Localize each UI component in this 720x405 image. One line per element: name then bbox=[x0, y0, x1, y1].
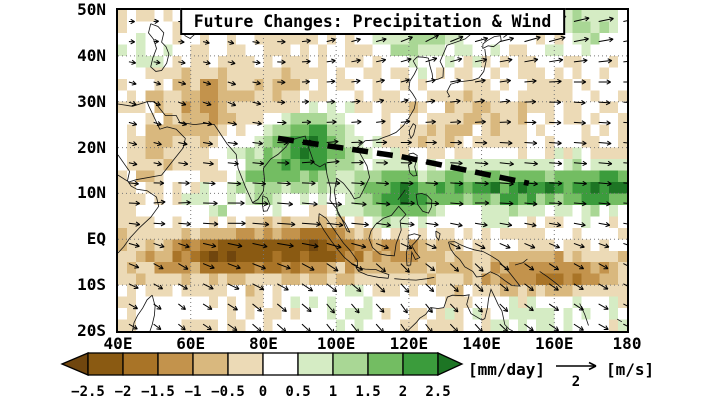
colorbar-label-5: 0 bbox=[259, 384, 267, 400]
colorbar-right-arrow bbox=[437, 352, 464, 377]
front-dashed-line-layer bbox=[277, 135, 530, 186]
colorbar-label-7: 1 bbox=[329, 384, 337, 400]
coastline-china-coast bbox=[365, 56, 429, 142]
colorbar-cell-9 bbox=[402, 352, 439, 376]
coastline-solomons bbox=[539, 271, 562, 289]
colorbar-cell-2 bbox=[157, 352, 194, 376]
coastline-arabia bbox=[118, 101, 186, 183]
colorbar-cell-3 bbox=[192, 352, 229, 376]
coastline-palawan bbox=[397, 189, 406, 201]
y-tick-20N: 20N bbox=[77, 137, 106, 157]
coastline-mindanao bbox=[415, 192, 433, 214]
colorbar-label-2: −1.5 bbox=[141, 384, 175, 400]
colorbar-cell-7 bbox=[332, 352, 369, 376]
y-tick-10N: 10N bbox=[77, 183, 106, 203]
coastline-madagascar-west bbox=[132, 294, 153, 331]
colorbar-label-8: 1.5 bbox=[355, 384, 380, 400]
y-tick-30N: 30N bbox=[77, 91, 106, 111]
coastline-fiji bbox=[617, 318, 623, 323]
map-svg bbox=[118, 10, 627, 331]
coastline-borneo bbox=[368, 205, 407, 257]
colorbar-label-9: 2 bbox=[399, 384, 407, 400]
coastline-honshu-kyushu bbox=[446, 48, 487, 98]
colorbar-cell-6 bbox=[297, 352, 334, 376]
colorbar-cell-1 bbox=[122, 352, 159, 376]
map-plot: Future Changes: Precipitation & Wind bbox=[116, 8, 629, 333]
coastline-halmahera bbox=[435, 230, 441, 242]
y-axis-labels: 50N 40N 30N 20N 10N EQ 10S 20S bbox=[0, 0, 112, 340]
colorbar-label-1: −2 bbox=[115, 384, 132, 400]
front-dashed-line bbox=[277, 135, 530, 186]
y-tick-50N: 50N bbox=[77, 0, 106, 19]
coastline-java bbox=[355, 266, 390, 279]
coastline-new-guinea bbox=[448, 241, 521, 287]
coastline-australia-north bbox=[407, 288, 513, 331]
x-tick-140E: 140E bbox=[462, 334, 501, 353]
x-tick-80E: 80E bbox=[248, 334, 278, 353]
coastline-madagascar-east bbox=[149, 295, 156, 331]
colorbar-label-0: −2.5 bbox=[71, 384, 105, 400]
coastline-taiwan bbox=[409, 123, 417, 140]
reference-arrow-head bbox=[588, 361, 597, 371]
colorbar-label-10: 2.5 bbox=[425, 384, 450, 400]
y-tick-EQ: EQ bbox=[86, 229, 106, 249]
y-tick-10S: 10S bbox=[77, 275, 106, 295]
coastline-caspian bbox=[148, 23, 170, 72]
colorbar-cell-0 bbox=[87, 352, 124, 376]
x-tick-100E: 100E bbox=[316, 334, 356, 353]
colorbar: −2.5 −2 −1.5 −1 −0.5 0 0.5 1 1.5 2 2.5 bbox=[60, 352, 464, 400]
coastline-myanmar-malay bbox=[306, 142, 351, 233]
coastline-sulawesi bbox=[405, 233, 422, 266]
plot-title: Future Changes: Precipitation & Wind bbox=[179, 8, 566, 35]
colorbar-cell-8 bbox=[367, 352, 404, 376]
coastline-lesser-sunda bbox=[394, 276, 435, 281]
colorbar-unit-label: [mm/day] bbox=[468, 360, 546, 379]
precip-cells-layer bbox=[118, 10, 627, 331]
wind-reference-value: 2 bbox=[572, 374, 580, 390]
coastline-hokkaido bbox=[482, 35, 502, 49]
wind-unit-label: [m/s] bbox=[606, 360, 655, 379]
x-tick-160E: 160E bbox=[535, 334, 574, 353]
wind-reference-arrow: 2 bbox=[556, 361, 597, 390]
coastline-new-britain bbox=[514, 258, 528, 266]
colorbar-label-3: −1 bbox=[185, 384, 202, 400]
x-tick-40E: 40E bbox=[103, 334, 133, 353]
x-axis-labels: 40E 60E 80E 100E 120E 140E 160E 180 bbox=[104, 334, 642, 354]
colorbar-cell-5 bbox=[262, 352, 299, 376]
x-tick-180: 180 bbox=[612, 334, 642, 353]
y-tick-20S: 20S bbox=[77, 321, 106, 340]
coastline-sumatra bbox=[318, 213, 359, 267]
colorbar-label-6: 0.5 bbox=[285, 384, 310, 400]
x-tick-120E: 120E bbox=[389, 334, 429, 353]
colorbar-left-arrow bbox=[60, 352, 89, 376]
y-tick-40N: 40N bbox=[77, 45, 106, 65]
x-tick-60E: 60E bbox=[176, 334, 206, 353]
colorbar-cell-4 bbox=[227, 352, 264, 376]
coastline-india bbox=[217, 129, 308, 204]
colorbar-label-4: −0.5 bbox=[211, 384, 245, 400]
coastline-horn-of-africa bbox=[118, 154, 160, 254]
